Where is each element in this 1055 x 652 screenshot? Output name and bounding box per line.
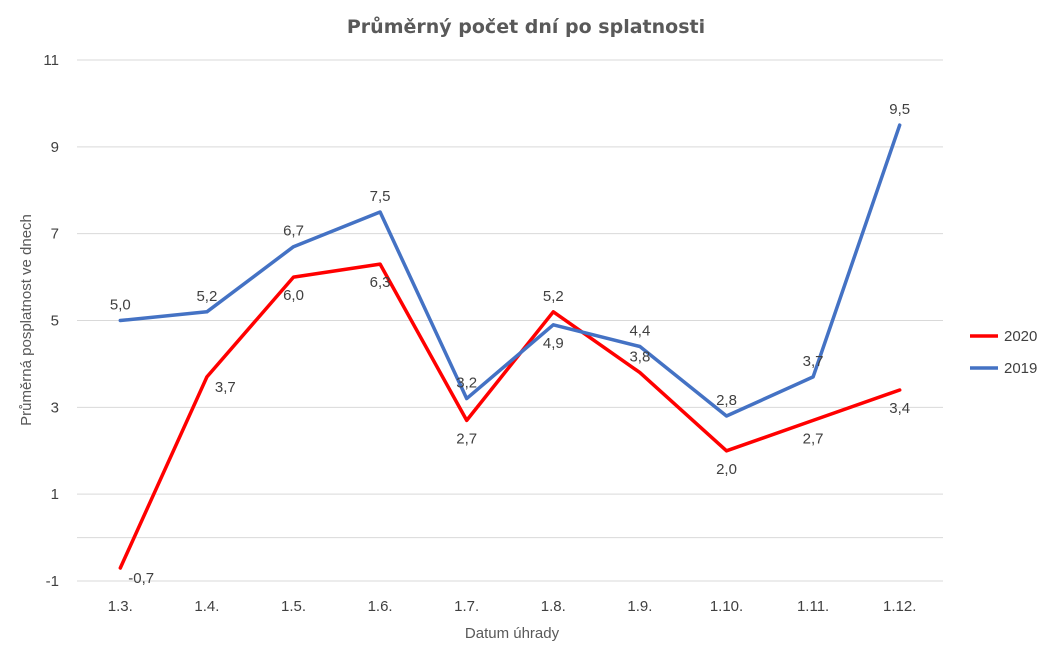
data-labels: -0,7 3,7 6,0 6,3 2,7 5,2 3,8 2,0 2,7 3,4 5,0 5,2 6,7… <box>110 101 910 587</box>
x-tick-label: 1.7. <box>454 598 479 615</box>
x-tick-label: 1.3. <box>108 598 133 615</box>
y-tick-label: -1 <box>46 573 59 590</box>
y-tick-label: 1 <box>51 486 59 503</box>
data-label-2020: 6,3 <box>370 274 391 291</box>
axes: -1 1 3 5 7 9 11 1.3. 1.4. 1.5. 1.6. 1.7. 1.8. 1.9. 1.1… <box>43 52 943 615</box>
data-label-2020: -0,7 <box>128 570 154 587</box>
x-axis-title: Datum úhrady <box>465 625 560 642</box>
legend: 2020 2019 <box>970 328 1037 377</box>
data-label-2019: 9,5 <box>889 101 910 118</box>
y-tick-label: 3 <box>51 399 59 416</box>
data-label-2019: 4,9 <box>543 335 564 352</box>
x-tick-label: 1.11. <box>797 598 829 615</box>
data-label-2019: 3,2 <box>456 375 477 392</box>
y-tick-label: 7 <box>51 226 59 243</box>
data-label-2020: 3,4 <box>889 400 910 417</box>
series-line-2019 <box>118 123 902 418</box>
data-label-2020: 2,7 <box>803 430 824 447</box>
x-tick-label: 1.5. <box>281 598 306 615</box>
x-tick-label: 1.4. <box>194 598 219 615</box>
y-tick-label: 5 <box>51 313 59 330</box>
data-label-2019: 5,0 <box>110 297 131 314</box>
data-label-2019: 6,7 <box>283 223 304 240</box>
data-label-2019: 3,7 <box>803 353 824 370</box>
data-label-2020: 5,2 <box>543 288 564 305</box>
data-label-2019: 5,2 <box>196 288 217 305</box>
x-tick-label: 1.10. <box>710 598 743 615</box>
gridlines <box>77 59 943 582</box>
y-tick-label: 9 <box>51 139 59 156</box>
x-tick-label: 1.12. <box>883 598 916 615</box>
x-tick-label: 1.8. <box>541 598 566 615</box>
data-label-2019: 2,8 <box>716 392 737 409</box>
data-label-2019: 4,4 <box>629 323 650 340</box>
data-label-2020: 6,0 <box>283 287 304 304</box>
data-label-2020: 3,8 <box>629 349 650 366</box>
y-tick-label: 11 <box>43 52 59 69</box>
data-label-2020: 2,0 <box>716 461 737 478</box>
data-label-2020: 3,7 <box>215 379 236 396</box>
legend-label-2019: 2019 <box>1004 360 1037 377</box>
data-label-2020: 2,7 <box>456 430 477 447</box>
series-lines <box>118 123 902 570</box>
x-tick-label: 1.9. <box>627 598 652 615</box>
x-tick-label: 1.6. <box>368 598 393 615</box>
y-axis-title: Průměrná posplatnost ve dnech <box>18 214 35 426</box>
chart-title: Průměrný počet dní po splatnosti <box>347 15 705 38</box>
legend-label-2020: 2020 <box>1004 328 1037 345</box>
data-label-2019: 7,5 <box>370 188 391 205</box>
series-line-2020 <box>118 262 902 570</box>
